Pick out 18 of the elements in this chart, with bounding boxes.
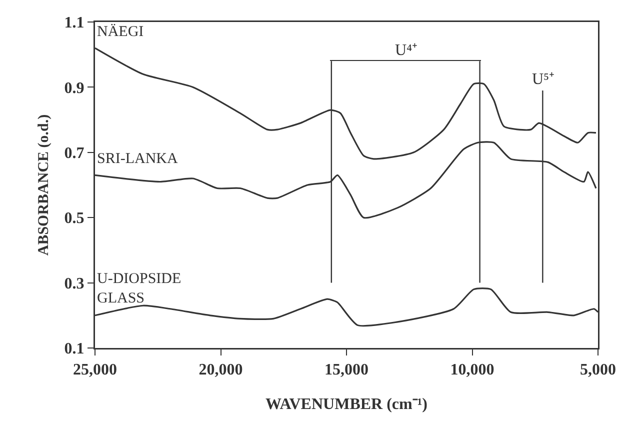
y-tick-label: 0.7 <box>64 145 84 162</box>
y-tick-label: 0.5 <box>64 210 84 228</box>
x-tick-label: 5,000 <box>580 362 616 379</box>
y-tick-label: 1.1 <box>64 14 84 32</box>
series-label: U-DIOPSIDE GLASS <box>97 271 182 306</box>
series-label: NÄEGI <box>97 23 144 40</box>
y-axis-title: ABSORBANCE (o.d.) <box>36 114 52 256</box>
y-tick-label: 0.3 <box>64 275 84 292</box>
x-tick-label: 10,000 <box>450 362 494 379</box>
x-axis-title: WAVENUMBER (cm⁻¹) <box>266 396 428 414</box>
annotation: U⁴⁺ <box>395 42 418 59</box>
x-tick-label: 25,000 <box>73 362 117 379</box>
y-tick-label: 0.1 <box>64 340 84 358</box>
y-tick-label: 0.9 <box>64 80 84 97</box>
series-label: SRI-LANKA <box>97 151 178 167</box>
x-tick-label: 15,000 <box>324 362 368 379</box>
x-tick-label: 20,000 <box>198 362 243 379</box>
ref-line-label: U⁵⁺ <box>532 71 554 88</box>
